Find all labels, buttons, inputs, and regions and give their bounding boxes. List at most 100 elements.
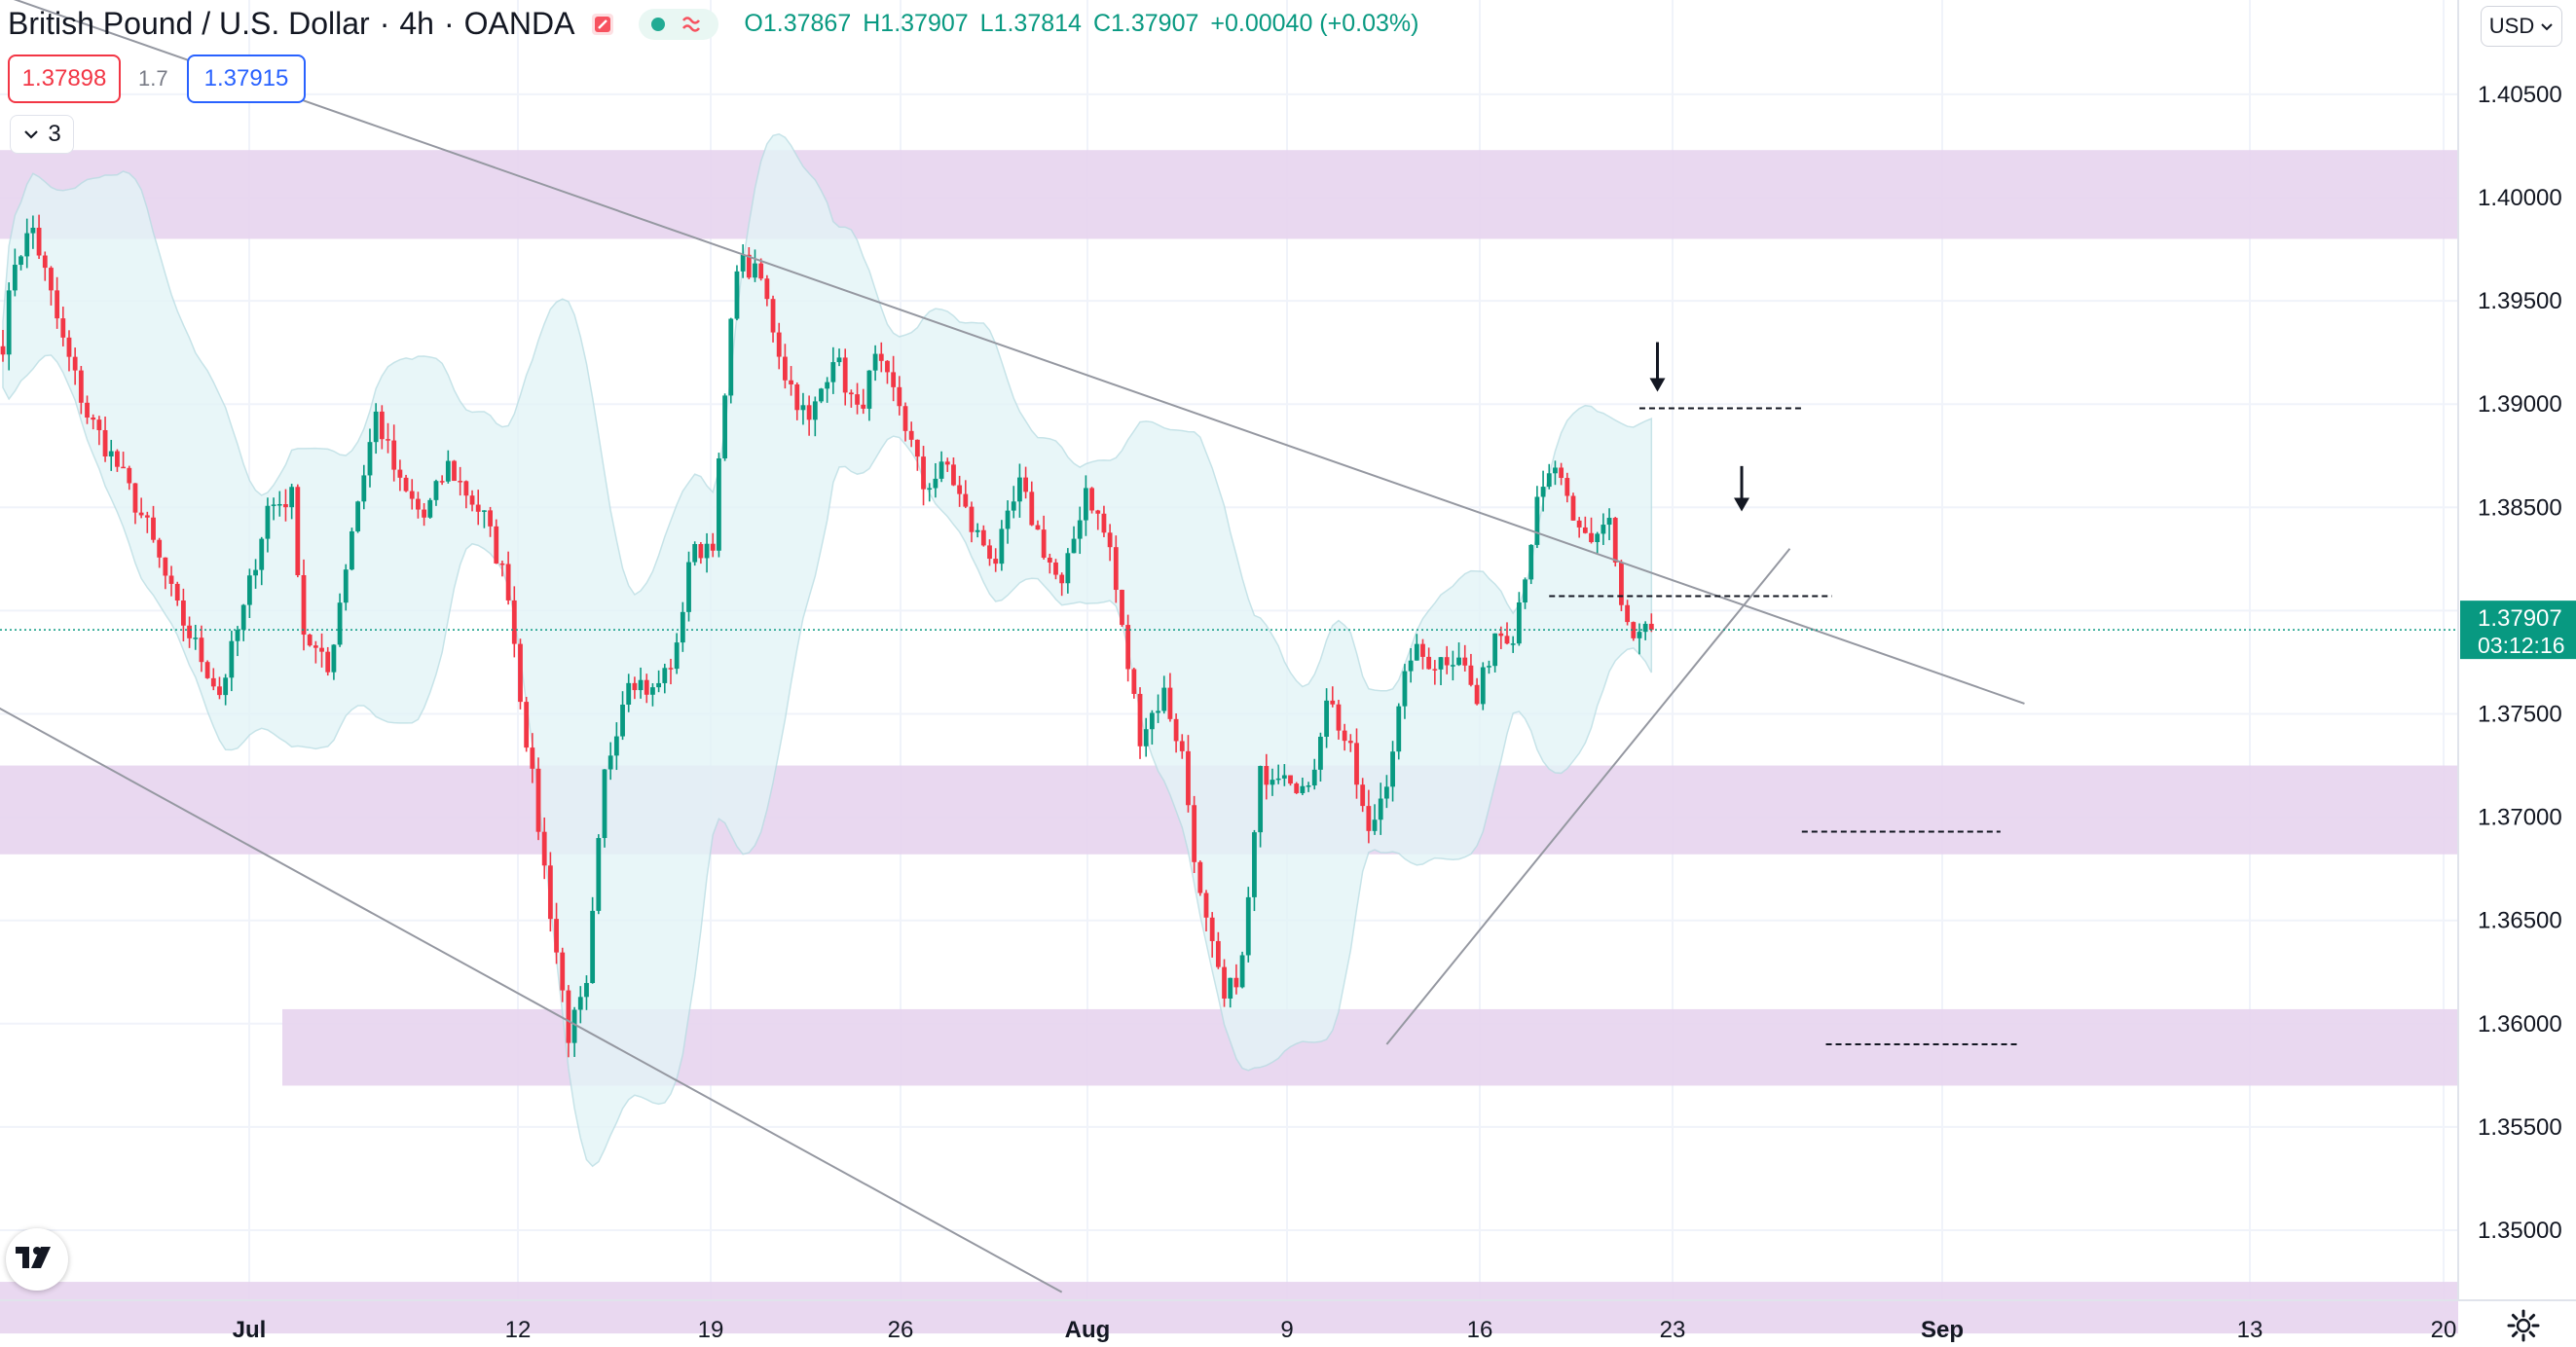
candle-body bbox=[1215, 940, 1221, 967]
candle-body bbox=[1306, 785, 1311, 787]
currency-label: USD bbox=[2488, 14, 2535, 38]
candle-body bbox=[704, 543, 710, 559]
candle-body bbox=[85, 402, 90, 419]
candle-body bbox=[951, 464, 956, 486]
candle-body bbox=[102, 429, 108, 456]
candle-body bbox=[969, 506, 975, 532]
ohlc-values: O1.37867 H1.37907 L1.37814 C1.37907 +0.00040… bbox=[744, 10, 1430, 38]
time-tick-label: Jul bbox=[233, 1317, 267, 1343]
symbol-title[interactable]: British Pound / U.S. Dollar bbox=[8, 6, 370, 41]
candle-body bbox=[1625, 604, 1630, 623]
candle-body bbox=[1444, 657, 1450, 666]
settings-gear-icon[interactable] bbox=[2506, 1308, 2541, 1343]
price-tick-label: 1.37000 bbox=[2478, 805, 2562, 831]
candle-body bbox=[199, 637, 204, 663]
candle-body bbox=[151, 517, 156, 540]
candle-body bbox=[445, 460, 451, 482]
candle-body bbox=[276, 503, 282, 506]
candle-body bbox=[1275, 778, 1281, 781]
candle-body bbox=[734, 271, 740, 319]
trendline bbox=[13, 0, 2025, 705]
candle-body bbox=[313, 645, 318, 648]
indicator-status-pill[interactable] bbox=[639, 8, 719, 40]
candle-body bbox=[319, 647, 324, 652]
candle-body bbox=[1011, 501, 1016, 511]
candle-body bbox=[1264, 766, 1270, 785]
candle-body bbox=[812, 401, 818, 420]
candle-body bbox=[518, 643, 523, 703]
candle-body bbox=[698, 544, 704, 559]
candle-body bbox=[55, 290, 60, 319]
sell-price-button[interactable]: 1.37898 bbox=[8, 55, 121, 103]
currency-selector[interactable]: USD bbox=[2481, 6, 2562, 47]
candle-body bbox=[602, 769, 607, 839]
time-tick-label: 13 bbox=[2237, 1317, 2263, 1343]
candle-body bbox=[1017, 477, 1022, 502]
candle-body bbox=[217, 686, 222, 696]
candle-body bbox=[770, 299, 776, 333]
candle-body bbox=[1192, 805, 1197, 862]
candle-body bbox=[933, 478, 938, 489]
candle-body bbox=[554, 919, 559, 953]
candle-body bbox=[541, 831, 547, 866]
candle-body bbox=[607, 755, 613, 770]
candle-body bbox=[1516, 601, 1522, 644]
candle-body bbox=[181, 601, 186, 626]
candle-body bbox=[1553, 467, 1558, 474]
tradingview-logo-icon[interactable] bbox=[6, 1228, 68, 1291]
candle-body bbox=[1095, 510, 1101, 514]
candle-body bbox=[891, 372, 897, 387]
candle-body bbox=[668, 668, 674, 670]
candle-body bbox=[1402, 671, 1408, 707]
candle-body bbox=[1065, 553, 1071, 584]
price-tick-label: 1.40500 bbox=[2478, 82, 2562, 108]
candle-body bbox=[1595, 533, 1601, 542]
candle-body bbox=[1414, 643, 1419, 661]
indicators-toggle-button[interactable]: 3 bbox=[10, 115, 74, 154]
candle-body bbox=[1462, 657, 1468, 666]
candle-body bbox=[1601, 525, 1606, 534]
candle-body bbox=[1089, 488, 1094, 511]
candle-body bbox=[1300, 785, 1306, 793]
candle-body bbox=[115, 451, 120, 467]
candle-body bbox=[746, 254, 752, 278]
candle-body bbox=[753, 263, 757, 278]
candle-body bbox=[259, 538, 265, 570]
candle-body bbox=[283, 503, 288, 508]
candle-body bbox=[789, 380, 793, 384]
interval-label[interactable]: 4h bbox=[399, 6, 434, 41]
candle-body bbox=[842, 357, 848, 393]
wave-icon bbox=[682, 16, 701, 32]
candle-body bbox=[1311, 769, 1317, 786]
buy-price-button[interactable]: 1.37915 bbox=[187, 55, 306, 103]
arrow-down-icon bbox=[1649, 378, 1666, 392]
candle-body bbox=[1347, 741, 1353, 744]
candle-body bbox=[1426, 656, 1432, 670]
candle-body bbox=[373, 411, 379, 443]
trendline bbox=[1385, 548, 1791, 1045]
candle-body bbox=[1456, 657, 1461, 666]
candle-body bbox=[367, 442, 373, 476]
price-tick-label: 1.39500 bbox=[2478, 288, 2562, 314]
candle-body bbox=[897, 386, 902, 407]
candle-body bbox=[458, 481, 463, 483]
candlestick-series bbox=[0, 214, 1654, 1058]
candle-body bbox=[427, 499, 433, 518]
indicators-count: 3 bbox=[48, 121, 61, 147]
candle-body bbox=[638, 679, 644, 691]
price-tick-label: 1.35000 bbox=[2478, 1218, 2562, 1244]
candle-body bbox=[331, 644, 337, 673]
candle-body bbox=[1498, 633, 1504, 637]
exchange-label[interactable]: OANDA bbox=[463, 6, 575, 41]
candle-body bbox=[740, 254, 746, 272]
candle-body bbox=[66, 337, 72, 357]
market-status-icon[interactable] bbox=[592, 13, 614, 35]
candle-body bbox=[914, 439, 920, 457]
candle-body bbox=[921, 456, 926, 490]
candle-body bbox=[475, 504, 481, 512]
candle-body bbox=[1120, 590, 1124, 626]
candle-body bbox=[524, 702, 530, 748]
candle-body bbox=[632, 682, 638, 691]
candle-body bbox=[830, 362, 836, 382]
